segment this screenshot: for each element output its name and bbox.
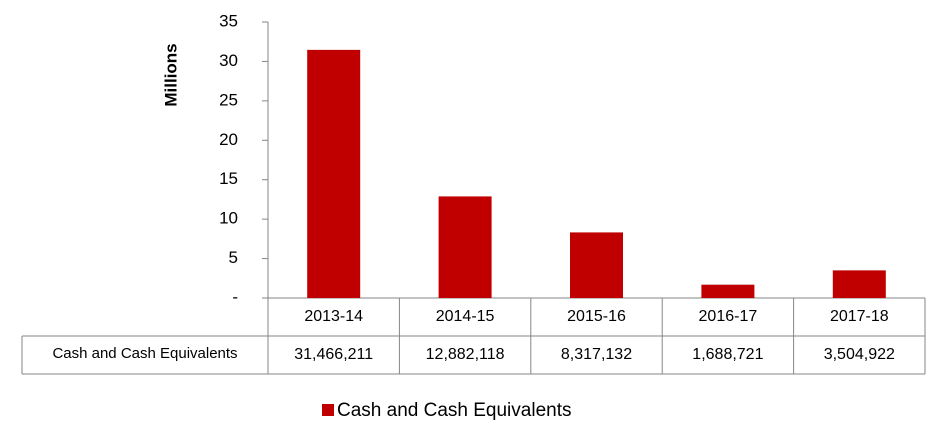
data-label: 31,466,211: [294, 346, 373, 363]
x-tick-label: 2016-17: [699, 308, 758, 325]
legend-swatch: [322, 404, 334, 416]
legend-label: Cash and Cash Equivalents: [337, 400, 571, 421]
x-tick-label: 2014-15: [436, 308, 495, 325]
y-tick-label: 5: [229, 248, 238, 267]
bar: [832, 270, 886, 298]
y-tick-label: 30: [219, 51, 238, 70]
data-label: 3,504,922: [824, 346, 895, 363]
bar: [438, 196, 492, 298]
bar: [307, 49, 361, 298]
y-tick-label: 35: [219, 11, 238, 30]
y-tick-label: 20: [219, 130, 238, 149]
x-tick-label: 2015-16: [567, 308, 626, 325]
x-tick-label: 2017-18: [830, 308, 889, 325]
x-tick-label: 2013-14: [304, 308, 363, 325]
y-tick-label: 25: [219, 90, 238, 109]
data-label: 1,688,721: [692, 346, 763, 363]
y-axis-label: Millions: [161, 43, 180, 106]
y-tick-label: 15: [219, 169, 238, 188]
bar: [570, 232, 623, 298]
bar: [701, 284, 755, 298]
data-label: 8,317,132: [561, 346, 632, 363]
y-tick-label: -: [232, 287, 238, 306]
data-label: 12,882,118: [426, 346, 505, 363]
table-series-name: Cash and Cash Equivalents: [52, 345, 237, 362]
y-tick-label: 10: [219, 209, 238, 228]
